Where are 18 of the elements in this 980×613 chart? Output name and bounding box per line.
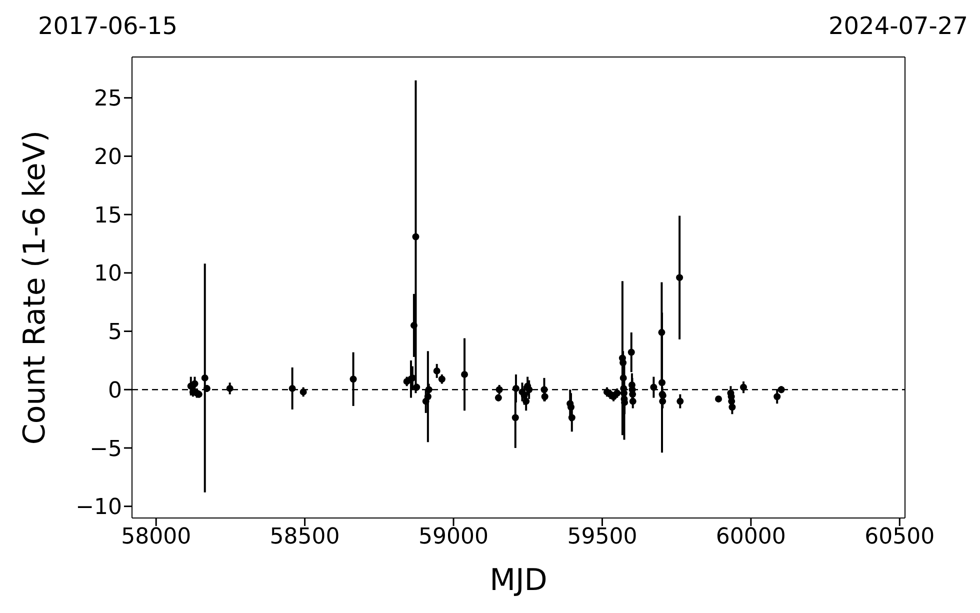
x-tick-label: 58500 bbox=[270, 524, 340, 550]
text: 2024-07-27 bbox=[828, 12, 968, 40]
y-tick-label: 25 bbox=[94, 86, 122, 112]
x-tick-label: 60000 bbox=[716, 524, 786, 550]
y-tick-label: −5 bbox=[90, 436, 122, 462]
y-tick-label: 10 bbox=[94, 262, 122, 287]
y-tick-label: −10 bbox=[76, 495, 122, 520]
y-tick-label: 5 bbox=[108, 320, 122, 346]
x-axis-title: MJD bbox=[490, 563, 548, 598]
x-tick-label: 60500 bbox=[864, 524, 935, 550]
y-axis-title: Count Rate (1-6 keV) bbox=[18, 130, 53, 445]
text: 2017-06-15 bbox=[38, 12, 178, 40]
y-tick-label: 15 bbox=[94, 203, 122, 228]
x-tick-label: 59500 bbox=[567, 524, 638, 550]
y-tick-label: 20 bbox=[94, 145, 122, 170]
y-tick-label: 0 bbox=[108, 378, 122, 404]
x-tick-label: 58000 bbox=[121, 524, 192, 550]
x-tick-label: 59000 bbox=[418, 524, 489, 550]
